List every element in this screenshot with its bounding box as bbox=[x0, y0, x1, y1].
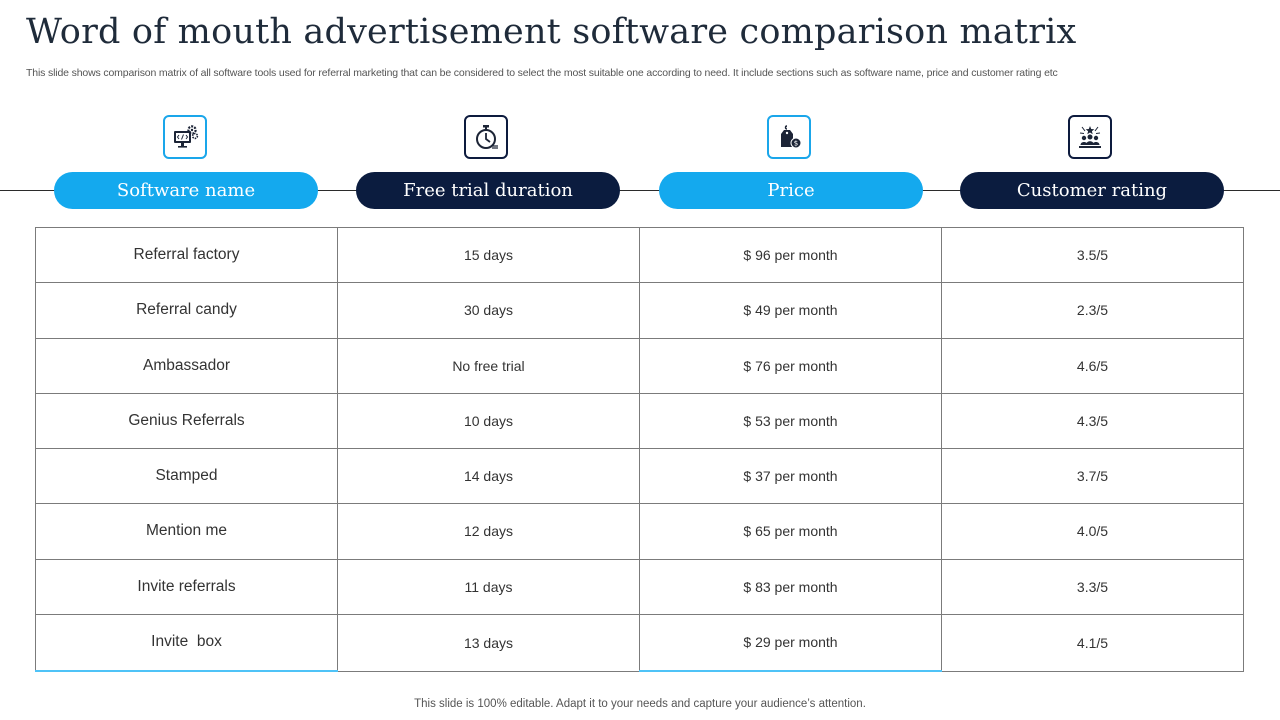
free-trial-cell: 14 days bbox=[337, 447, 640, 505]
slide-title: Word of mouth advertisement software com… bbox=[26, 12, 1077, 52]
price-tag-icon: $ bbox=[767, 115, 811, 159]
svg-text:$: $ bbox=[794, 140, 798, 148]
price-cell: $ 53 per month bbox=[639, 392, 942, 450]
price-cell: $ 96 per month bbox=[639, 226, 942, 284]
software-name-cell: Ambassador bbox=[35, 337, 338, 394]
table-row: Invite box 13 days $ 29 per month 4.1/5 bbox=[35, 613, 1244, 672]
table-row: Mention me 12 days $ 65 per month 4.0/5 bbox=[35, 503, 1244, 560]
header-divider-line bbox=[0, 190, 1280, 191]
rating-cell: 4.3/5 bbox=[941, 392, 1244, 450]
rating-cell: 4.0/5 bbox=[941, 503, 1244, 560]
free-trial-cell: 12 days bbox=[337, 503, 640, 560]
software-name-cell: Invite box bbox=[35, 613, 338, 672]
table-row: Invite referrals 11 days $ 83 per month … bbox=[35, 558, 1244, 615]
rating-cell: 2.3/5 bbox=[941, 282, 1244, 339]
software-name-cell: Invite referrals bbox=[35, 558, 338, 615]
price-cell: $ 65 per month bbox=[639, 503, 942, 560]
rating-cell: 4.6/5 bbox=[941, 337, 1244, 394]
price-cell: $ 37 per month bbox=[639, 447, 942, 505]
table-row: Ambassador No free trial $ 76 per month … bbox=[35, 337, 1244, 394]
table-row: Genius Referrals 10 days $ 53 per month … bbox=[35, 392, 1244, 450]
stopwatch-icon bbox=[464, 115, 508, 159]
software-name-cell: Referral candy bbox=[35, 282, 338, 339]
price-cell: $ 29 per month bbox=[639, 613, 942, 672]
table-row: Referral factory 15 days $ 96 per month … bbox=[35, 226, 1244, 284]
free-trial-cell: 10 days bbox=[337, 392, 640, 450]
column-header-price: Price bbox=[659, 172, 923, 209]
rating-cell: 3.3/5 bbox=[941, 558, 1244, 615]
column-header-customer-rating: Customer rating bbox=[960, 172, 1224, 209]
price-cell: $ 76 per month bbox=[639, 337, 942, 394]
column-header-free-trial-duration: Free trial duration bbox=[356, 172, 620, 209]
price-cell: $ 83 per month bbox=[639, 558, 942, 615]
software-name-cell: Mention me bbox=[35, 503, 338, 560]
free-trial-cell: 13 days bbox=[337, 613, 640, 672]
rating-cell: 3.7/5 bbox=[941, 447, 1244, 505]
free-trial-cell: No free trial bbox=[337, 337, 640, 394]
software-name-cell: Referral factory bbox=[35, 226, 338, 284]
price-cell: $ 49 per month bbox=[639, 282, 942, 339]
rating-cell: 4.1/5 bbox=[941, 613, 1244, 672]
rating-cell: 3.5/5 bbox=[941, 226, 1244, 284]
slide-subtitle: This slide shows comparison matrix of al… bbox=[26, 67, 1058, 79]
table-row: Stamped 14 days $ 37 per month 3.7/5 bbox=[35, 447, 1244, 505]
software-name-cell: Stamped bbox=[35, 447, 338, 505]
free-trial-cell: 11 days bbox=[337, 558, 640, 615]
rating-people-icon bbox=[1068, 115, 1112, 159]
software-name-cell: Genius Referrals bbox=[35, 392, 338, 450]
free-trial-cell: 15 days bbox=[337, 226, 640, 284]
slide-footer-note: This slide is 100% editable. Adapt it to… bbox=[414, 698, 866, 710]
table-row: Referral candy 30 days $ 49 per month 2.… bbox=[35, 282, 1244, 339]
column-header-software-name: Software name bbox=[54, 172, 318, 209]
comparison-matrix-table: Referral factory 15 days $ 96 per month … bbox=[35, 226, 1244, 672]
free-trial-cell: 30 days bbox=[337, 282, 640, 339]
monitor-gears-icon bbox=[163, 115, 207, 159]
